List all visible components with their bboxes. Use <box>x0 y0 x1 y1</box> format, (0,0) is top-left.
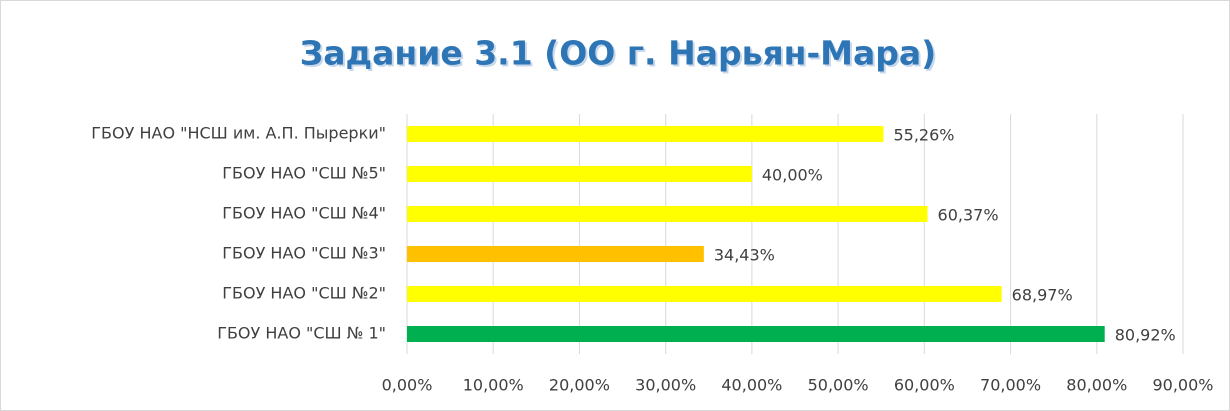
x-tick-label: 70,00% <box>980 376 1041 395</box>
x-tick-label: 30,00% <box>635 376 696 395</box>
y-tick-label: ГБОУ НАО "СШ №4" <box>222 204 386 223</box>
data-label: 80,92% <box>1115 326 1176 345</box>
x-tick-label: 90,00% <box>1152 376 1213 395</box>
x-tick-label: 20,00% <box>549 376 610 395</box>
data-label: 60,37% <box>938 206 999 225</box>
data-label: 34,43% <box>714 246 775 265</box>
x-tick-label: 80,00% <box>1066 376 1127 395</box>
x-tick-label: 60,00% <box>894 376 955 395</box>
x-tick-label: 40,00% <box>721 376 782 395</box>
y-tick-label: ГБОУ НАО "СШ №5" <box>222 164 386 183</box>
bar <box>407 206 928 222</box>
bar <box>407 166 752 182</box>
y-tick-label: ГБОУ НАО "СШ №3" <box>222 244 386 263</box>
y-tick-label: ГБОУ НАО "СШ № 1" <box>217 324 386 343</box>
x-tick-label: 50,00% <box>808 376 869 395</box>
data-label: 40,00% <box>762 166 823 185</box>
title-shadow: Задание 3.1 (ОО г. Нарьян-Мара) <box>302 36 938 75</box>
bar <box>407 326 1105 342</box>
y-tick-label: ГБОУ НАО "СШ №2" <box>222 284 386 303</box>
bar <box>407 286 1002 302</box>
x-tick-label: 0,00% <box>382 376 433 395</box>
bar <box>407 246 704 262</box>
data-label: 68,97% <box>1012 286 1073 305</box>
x-tick-label: 10,00% <box>463 376 524 395</box>
bar <box>407 126 884 142</box>
chart-title: Задание 3.1 (ОО г. Нарьян-Мара) <box>300 34 936 73</box>
y-tick-label: ГБОУ НАО "НСШ им. А.П. Пырерки" <box>91 124 386 143</box>
data-label: 55,26% <box>893 126 954 145</box>
